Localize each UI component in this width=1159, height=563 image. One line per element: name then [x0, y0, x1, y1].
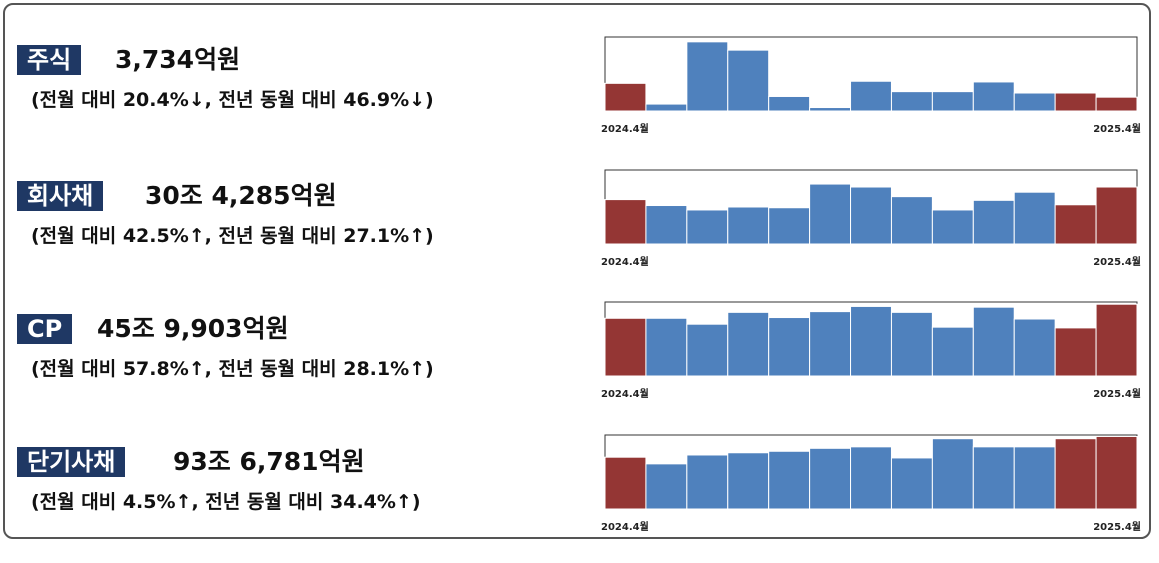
bar: [890, 196, 933, 245]
bar: [850, 305, 892, 377]
panel-label: 단기사채: [17, 447, 126, 477]
panel-amount: 30조 4,285억원: [145, 181, 337, 210]
x-tick-label-start: 2024.4월: [601, 123, 649, 135]
panel-label: CP: [17, 314, 73, 344]
x-tick-label-end: 2025.4월: [1093, 521, 1141, 533]
panel-label: 회사채: [17, 181, 104, 211]
bar: [768, 450, 811, 510]
bar: [686, 209, 729, 245]
bar: [727, 206, 770, 245]
bar: [972, 81, 1015, 112]
bar: [768, 317, 811, 377]
panel-stock: 주식 3,734억원 (전월 대비 20.4%↓, 전년 동월 대비 46.9%…: [5, 35, 1159, 165]
bar: [1013, 446, 1056, 510]
bar: [972, 306, 1015, 377]
bar: [727, 311, 770, 377]
x-tick-label-start: 2024.4월: [601, 521, 649, 533]
bar: [1054, 327, 1097, 377]
bar: [890, 311, 933, 377]
panel-comparison: (전월 대비 20.4%↓, 전년 동월 대비 46.9%↓): [31, 89, 434, 111]
bar: [850, 186, 892, 245]
bar: [1013, 318, 1056, 377]
bar: [645, 317, 688, 377]
bar: [1054, 204, 1097, 245]
bar: [645, 103, 688, 112]
bar: [850, 80, 892, 112]
bar: [1095, 96, 1138, 112]
bar: [1054, 438, 1097, 510]
bar: [768, 207, 811, 245]
x-tick-label-end: 2025.4월: [1093, 256, 1141, 268]
bar: [931, 438, 974, 510]
panel-amount: 3,734억원: [115, 45, 241, 74]
bar: [972, 446, 1015, 510]
bar: [890, 457, 933, 510]
bar-chart: 2024.4월 2025.4월: [601, 301, 1141, 400]
bar: [809, 311, 852, 377]
report-frame: 주식 3,734억원 (전월 대비 20.4%↓, 전년 동월 대비 46.9%…: [3, 3, 1151, 539]
x-tick-label-start: 2024.4월: [601, 388, 649, 400]
bar: [645, 205, 688, 245]
bar: [1095, 186, 1138, 245]
bar: [931, 91, 974, 112]
bar: [604, 199, 647, 245]
x-tick-label-end: 2025.4월: [1093, 123, 1141, 135]
bar: [645, 463, 688, 510]
bar: [727, 452, 770, 510]
panel-short-term-bond: 단기사채 93조 6,781억원 (전월 대비 4.5%↑, 전년 동월 대비 …: [5, 433, 1159, 563]
bar-chart: 2024.4월 2025.4월: [601, 36, 1141, 135]
x-tick-label-end: 2025.4월: [1093, 388, 1141, 400]
bar: [809, 447, 852, 510]
panel-comparison: (전월 대비 57.8%↑, 전년 동월 대비 28.1%↑): [31, 358, 434, 380]
bar: [931, 209, 974, 245]
panel-amount: 93조 6,781억원: [173, 447, 365, 476]
panel-amount: 45조 9,903억원: [97, 314, 289, 343]
bar: [890, 91, 933, 112]
panel-comparison: (전월 대비 4.5%↑, 전년 동월 대비 34.4%↑): [31, 491, 421, 513]
bar: [1013, 92, 1056, 112]
panel-label: 주식: [17, 45, 82, 75]
bar: [931, 326, 974, 377]
panel-comparison: (전월 대비 42.5%↑, 전년 동월 대비 27.1%↑): [31, 225, 434, 247]
bar: [686, 41, 729, 112]
bar: [850, 446, 892, 510]
bar: [1013, 191, 1056, 245]
bar: [686, 323, 729, 377]
x-tick-label-start: 2024.4월: [601, 256, 649, 268]
bar: [768, 95, 811, 112]
bar: [604, 456, 647, 510]
bar: [686, 454, 729, 510]
bar: [1095, 435, 1138, 510]
bar: [809, 183, 852, 245]
bar: [1054, 92, 1097, 112]
bar: [727, 49, 770, 112]
bar-chart: 2024.4월 2025.4월: [601, 434, 1141, 533]
bar: [1095, 303, 1138, 377]
bar: [604, 82, 647, 112]
bar: [604, 317, 647, 377]
panel-cp: CP 45조 9,903억원 (전월 대비 57.8%↑, 전년 동월 대비 2…: [5, 300, 1159, 430]
bar-chart: 2024.4월 2025.4월: [601, 169, 1141, 268]
bar: [972, 199, 1015, 245]
panel-corporate-bond: 회사채 30조 4,285억원 (전월 대비 42.5%↑, 전년 동월 대비 …: [5, 168, 1159, 298]
bar: [809, 107, 852, 112]
